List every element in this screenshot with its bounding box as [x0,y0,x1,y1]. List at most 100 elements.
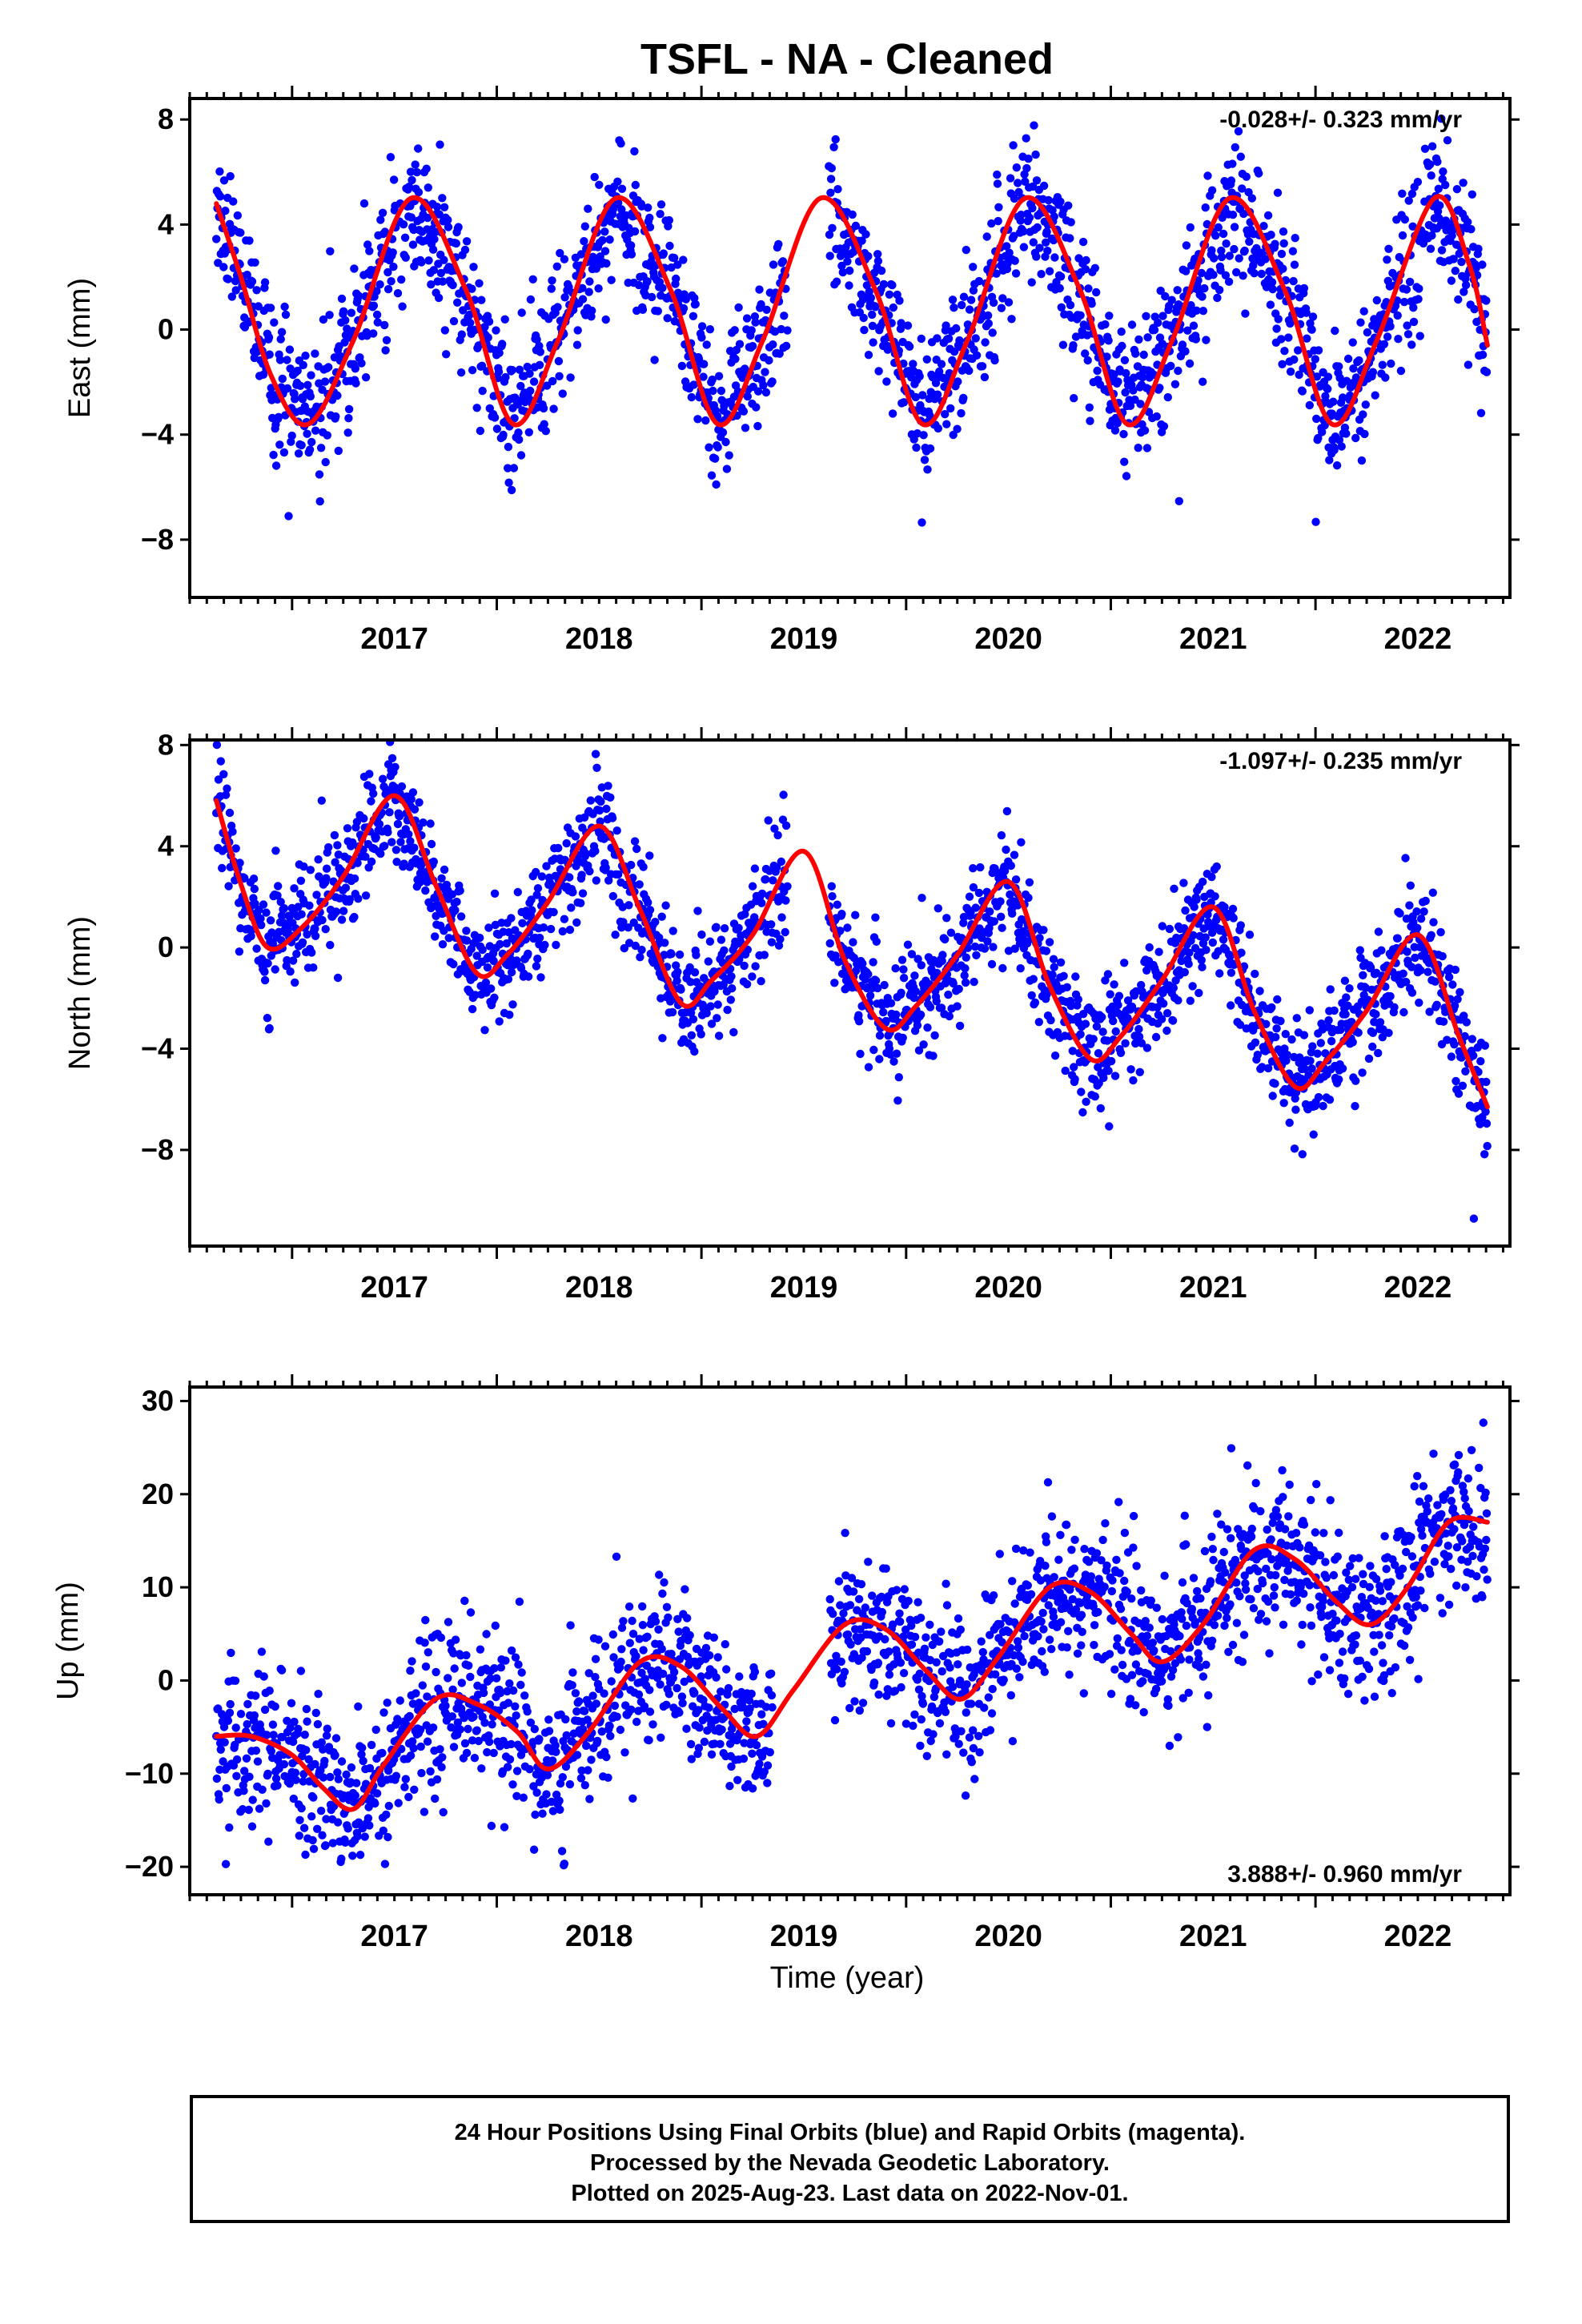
data-point [475,279,484,287]
data-point [917,334,926,344]
data-point [290,884,299,893]
data-point [298,938,307,947]
data-point [1415,332,1424,340]
data-point [515,1597,524,1606]
data-point [1217,252,1227,262]
data-point [409,1743,418,1753]
data-point [528,275,537,283]
data-point [1460,1011,1468,1020]
data-point [1427,142,1437,151]
data-point [1122,472,1131,480]
data-point [691,300,700,308]
data-point [219,176,229,185]
data-point [313,1719,323,1729]
data-point [482,1630,491,1638]
data-point [398,302,407,311]
data-point [460,1596,469,1606]
data-point [326,247,335,255]
data-point [1044,195,1053,205]
data-point [1185,359,1195,368]
data-point [722,464,732,473]
data-point [969,883,978,892]
data-point [1349,364,1358,373]
data-point [324,842,333,852]
data-point [452,897,461,907]
data-point [1119,429,1128,439]
data-point [868,310,877,320]
data-point [997,912,1006,922]
data-point [215,167,224,176]
data-point [1137,1039,1146,1047]
data-point [500,315,509,324]
data-point [1215,285,1224,295]
data-point [1401,854,1410,862]
data-point [869,958,877,967]
data-point [934,904,943,913]
data-point [677,361,687,371]
data-point [427,280,436,289]
data-point [1321,1049,1330,1058]
data-point [307,371,315,380]
data-point [1159,422,1169,431]
data-point [1368,368,1378,376]
data-point [1109,1016,1118,1026]
data-point [1307,1064,1316,1073]
data-point [604,876,613,885]
data-point [994,216,1002,226]
data-point [889,1057,898,1066]
data-point [520,1691,529,1700]
data-point [555,372,564,380]
data-point [549,404,558,413]
data-point [271,1702,279,1711]
data-point [1259,222,1268,231]
data-point [302,1704,311,1714]
data-point [1178,340,1187,349]
data-point [468,284,476,293]
data-point [1134,1024,1143,1034]
data-point [387,277,396,286]
data-point [277,1666,287,1675]
data-point [472,404,481,412]
data-point [311,349,319,358]
data-point [1163,392,1173,402]
data-point [1453,995,1462,1004]
data-point [827,163,837,173]
data-point [1134,444,1142,452]
data-point [769,260,778,269]
data-point [717,935,726,944]
data-point [556,1805,564,1814]
data-point [679,255,688,264]
data-point [361,891,371,900]
data-point [965,892,974,901]
data-point [1129,1076,1138,1085]
data-point [220,1738,229,1747]
data-point [480,1719,489,1727]
data-point [317,796,326,805]
data-point [306,866,315,875]
data-point [526,1718,536,1727]
data-point [1071,972,1080,981]
data-point [523,1707,532,1716]
data-point [761,388,771,397]
data-point [333,1768,342,1777]
data-point [1245,931,1255,939]
data-point [1348,338,1357,347]
data-point [1048,206,1057,215]
data-point [1061,1066,1070,1076]
data-point [526,295,536,304]
data-point [596,797,605,806]
data-point [1360,429,1369,439]
data-point [507,1646,516,1655]
data-point [452,239,460,248]
data-point [1378,1033,1387,1042]
data-point [404,183,414,191]
data-point [1183,326,1192,335]
data-point [243,271,251,279]
data-point [333,1818,343,1827]
data-point [949,979,958,988]
data-point [381,346,390,355]
data-point [673,967,682,976]
data-point [387,838,396,846]
